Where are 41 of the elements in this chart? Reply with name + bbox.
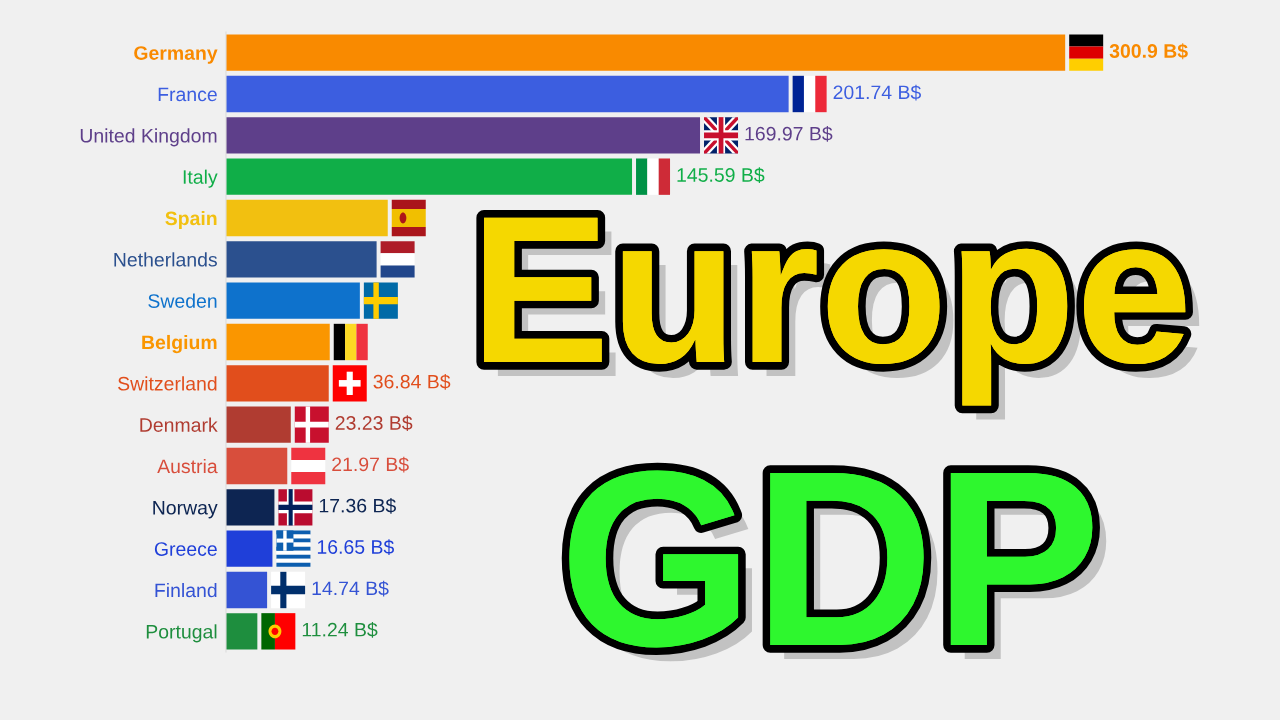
y-tick-label: Netherlands [114, 252, 217, 267]
data-label: 21.97 B$ [332, 456, 409, 473]
y-tick-label: Finland [155, 582, 217, 598]
y-tick-label: Austria [157, 458, 218, 474]
bar [226, 406, 291, 443]
bar [226, 323, 330, 361]
y-tick-label: Portugal [146, 624, 217, 643]
data-label: 23.23 B$ [335, 415, 413, 432]
bar [226, 571, 268, 609]
y-tick-label: Norway [153, 501, 218, 519]
y-tick-label: Switzerland [118, 376, 217, 391]
data-label: 300.9 B$ [1109, 43, 1188, 60]
data-label: 169.97 B$ [745, 125, 833, 142]
bar [226, 613, 258, 650]
bar [226, 199, 388, 237]
bar [226, 75, 789, 113]
bar [226, 282, 360, 319]
y-tick-label: Denmark [140, 417, 218, 432]
bar [226, 530, 273, 567]
data-label: 14.74 B$ [312, 580, 389, 597]
data-label: 145.59 B$ [677, 167, 765, 184]
data-label: 17.36 B$ [319, 497, 396, 514]
y-tick-label: Italy [183, 169, 218, 188]
y-tick-label: Spain [165, 210, 217, 230]
y-tick-label: Sweden [148, 293, 217, 308]
bar [226, 117, 701, 154]
bar [226, 447, 288, 485]
data-label: 201.74 B$ [833, 84, 921, 101]
y-tick-label: France [158, 87, 217, 102]
bar [226, 34, 1066, 71]
y-tick-label: Germany [134, 46, 218, 64]
bar [226, 489, 275, 526]
data-label: 36.84 B$ [373, 373, 451, 390]
bar [226, 241, 377, 278]
y-tick-label: United Kingdom [80, 128, 217, 147]
bar [226, 158, 633, 195]
y-tick-label: Belgium [142, 334, 217, 354]
data-label: 11.24 B$ [302, 621, 378, 638]
y-tick-label: Greece [154, 542, 217, 556]
bar [226, 365, 329, 402]
data-label: 16.65 B$ [317, 539, 394, 556]
